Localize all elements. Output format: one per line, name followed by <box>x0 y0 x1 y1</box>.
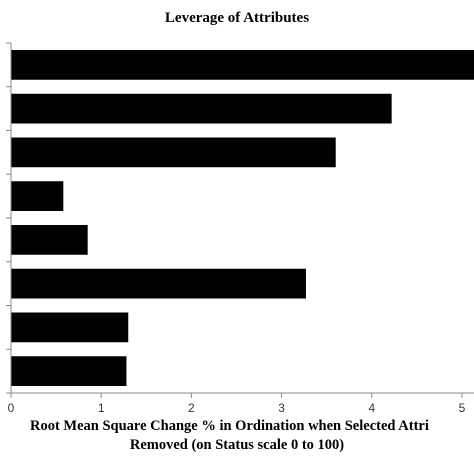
bar-8 <box>11 356 127 386</box>
x-tick-label-2: 2 <box>188 401 195 415</box>
x-tick-label-1: 1 <box>98 401 105 415</box>
x-tick-label-4: 4 <box>368 401 375 415</box>
x-axis-label-line-2: Removed (on Status scale 0 to 100) <box>129 437 345 453</box>
bar-5 <box>11 225 88 255</box>
bar-1 <box>11 50 474 80</box>
axes-group: 0 1 2 3 4 5 <box>6 42 474 415</box>
bar-4 <box>11 181 64 211</box>
bar-3 <box>11 137 336 168</box>
bar-7 <box>11 312 129 343</box>
chart-title: Leverage of Attributes <box>164 10 310 26</box>
x-tick-label-0: 0 <box>8 401 15 415</box>
bar-2 <box>11 93 392 124</box>
x-tick-label-3: 3 <box>278 401 285 415</box>
bar-6 <box>11 268 306 299</box>
x-tick-label-5: 5 <box>459 401 466 415</box>
x-axis-label-line-1: Root Mean Square Change % in Ordination … <box>30 418 429 434</box>
bars-group <box>11 50 474 386</box>
